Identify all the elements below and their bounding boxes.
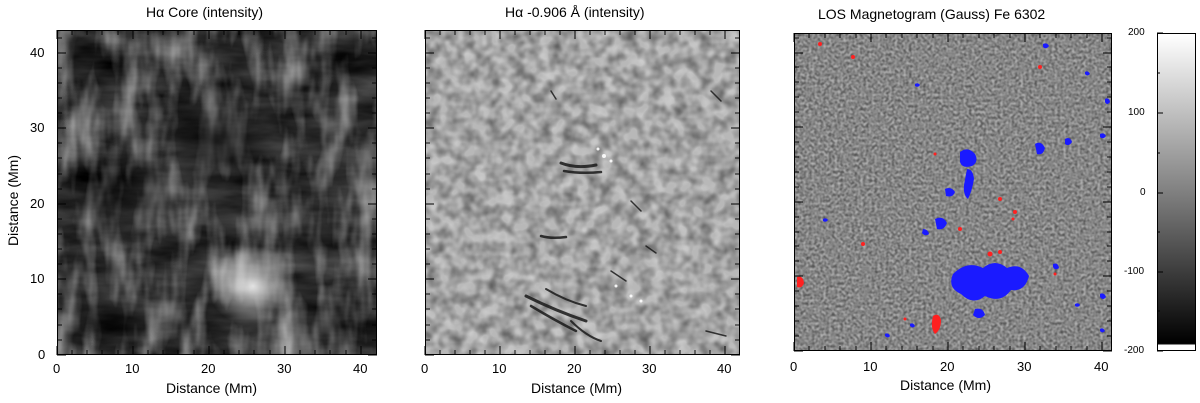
p3-xtick-0: 0	[790, 359, 798, 374]
p2-xtick-30: 30	[642, 361, 657, 376]
halpha-wing-image	[425, 30, 740, 355]
p2-xtick-20: 20	[567, 361, 582, 376]
p2-xtick-0: 0	[421, 361, 429, 376]
magnetogram-image	[794, 33, 1112, 351]
p3-xtick-30: 30	[1017, 359, 1032, 374]
p2-xlabel: Distance (Mm)	[531, 380, 623, 396]
p2-xtick-40: 40	[717, 361, 732, 376]
colorbar-tick-100: 100	[1128, 107, 1145, 118]
p3-xtick-20: 20	[940, 359, 955, 374]
negative-flux-patches	[823, 43, 1110, 338]
p1-ytick-10: 10	[30, 271, 45, 286]
p1-xtick-30: 30	[277, 361, 292, 376]
colorbar-tick-neg100: -100	[1124, 266, 1145, 277]
p1-xtick-0: 0	[53, 361, 61, 376]
p1-ytick-40: 40	[30, 45, 45, 60]
panel-3-title: LOS Magnetogram (Gauss) Fe 6302	[818, 6, 1046, 22]
p3-xlabel: Distance (Mm)	[900, 377, 992, 393]
p3-xtick-10: 10	[863, 359, 878, 374]
colorbar	[1157, 33, 1196, 351]
p1-ytick-30: 30	[30, 120, 45, 135]
panel-1-title: Hα Core (intensity)	[146, 4, 264, 20]
panel-2-title: Hα -0.906 Å (intensity)	[505, 4, 645, 20]
colorbar-tick-neg200: -200	[1124, 345, 1145, 356]
p2-xtick-10: 10	[492, 361, 507, 376]
p3-xtick-40: 40	[1094, 359, 1109, 374]
p1-xtick-20: 20	[201, 361, 216, 376]
halpha-core-image	[57, 30, 377, 355]
p1-xtick-40: 40	[353, 361, 368, 376]
p1-ytick-20: 20	[30, 196, 45, 211]
p1-ytick-0: 0	[38, 347, 46, 362]
colorbar-tick-0: 0	[1140, 187, 1146, 198]
p1-xtick-10: 10	[125, 361, 140, 376]
colorbar-tick-200: 200	[1128, 27, 1145, 38]
p1-xlabel: Distance (Mm)	[166, 380, 258, 396]
p1-ylabel: Distance (Mm)	[5, 154, 21, 246]
